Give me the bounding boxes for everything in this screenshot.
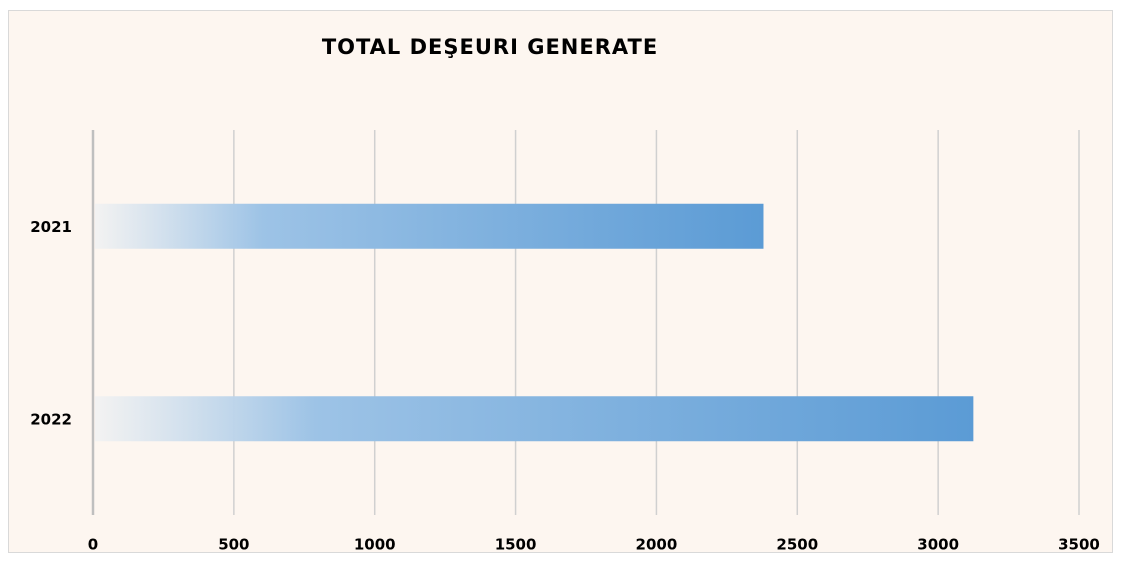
bar	[95, 396, 974, 442]
y-tick-label: 2022	[30, 410, 72, 428]
x-tick-label: 0	[88, 536, 98, 554]
x-tick-label: 2000	[636, 536, 678, 554]
chart-title: TOTAL DEŞEURI GENERATE	[322, 35, 658, 59]
bar	[95, 203, 764, 249]
x-tick-label: 1500	[495, 536, 537, 554]
x-tick-label: 3500	[1058, 536, 1100, 554]
x-tick-label: 3000	[917, 536, 959, 554]
chart-background	[8, 10, 1113, 553]
x-tick-label: 2500	[776, 536, 818, 554]
x-tick-label: 500	[218, 536, 249, 554]
x-tick-label: 1000	[354, 536, 396, 554]
y-tick-label: 2021	[30, 218, 72, 236]
